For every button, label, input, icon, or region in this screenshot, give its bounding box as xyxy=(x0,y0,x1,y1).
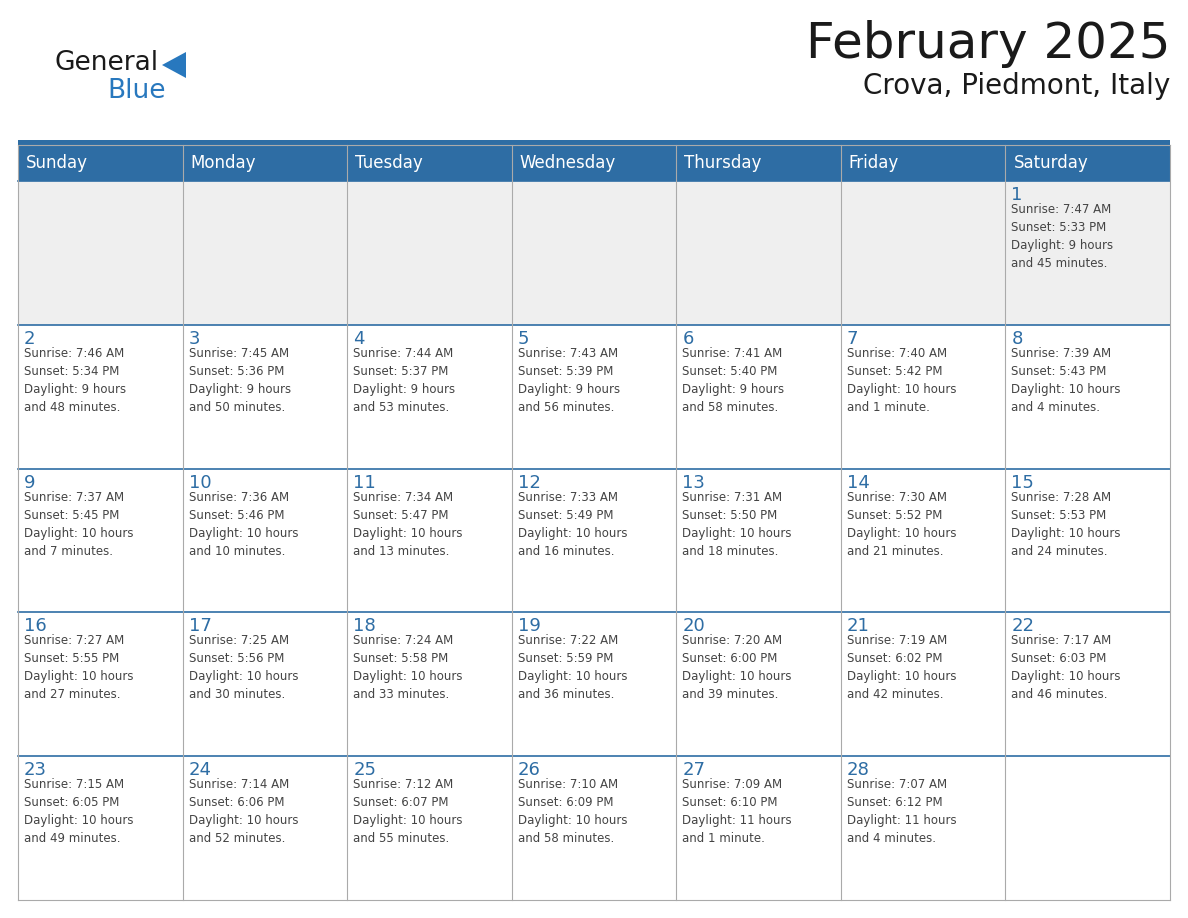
Text: 4: 4 xyxy=(353,330,365,348)
Text: Sunrise: 7:20 AM
Sunset: 6:00 PM
Daylight: 10 hours
and 39 minutes.: Sunrise: 7:20 AM Sunset: 6:00 PM Dayligh… xyxy=(682,634,791,701)
Bar xyxy=(512,181,676,325)
Text: Thursday: Thursday xyxy=(684,154,762,172)
Text: Sunrise: 7:09 AM
Sunset: 6:10 PM
Daylight: 11 hours
and 1 minute.: Sunrise: 7:09 AM Sunset: 6:10 PM Dayligh… xyxy=(682,778,792,845)
Text: 11: 11 xyxy=(353,474,375,492)
Text: Sunrise: 7:33 AM
Sunset: 5:49 PM
Daylight: 10 hours
and 16 minutes.: Sunrise: 7:33 AM Sunset: 5:49 PM Dayligh… xyxy=(518,490,627,557)
Text: Sunrise: 7:41 AM
Sunset: 5:40 PM
Daylight: 9 hours
and 58 minutes.: Sunrise: 7:41 AM Sunset: 5:40 PM Dayligh… xyxy=(682,347,784,414)
Bar xyxy=(347,181,512,325)
Bar xyxy=(18,612,1170,756)
Text: 16: 16 xyxy=(24,618,46,635)
Text: 5: 5 xyxy=(518,330,529,348)
Bar xyxy=(841,181,1005,325)
Text: 2: 2 xyxy=(24,330,36,348)
Text: Sunrise: 7:15 AM
Sunset: 6:05 PM
Daylight: 10 hours
and 49 minutes.: Sunrise: 7:15 AM Sunset: 6:05 PM Dayligh… xyxy=(24,778,133,845)
Text: Sunrise: 7:30 AM
Sunset: 5:52 PM
Daylight: 10 hours
and 21 minutes.: Sunrise: 7:30 AM Sunset: 5:52 PM Dayligh… xyxy=(847,490,956,557)
Bar xyxy=(1005,181,1170,325)
Text: Sunrise: 7:25 AM
Sunset: 5:56 PM
Daylight: 10 hours
and 30 minutes.: Sunrise: 7:25 AM Sunset: 5:56 PM Dayligh… xyxy=(189,634,298,701)
Text: 10: 10 xyxy=(189,474,211,492)
Text: 14: 14 xyxy=(847,474,870,492)
Text: Sunrise: 7:27 AM
Sunset: 5:55 PM
Daylight: 10 hours
and 27 minutes.: Sunrise: 7:27 AM Sunset: 5:55 PM Dayligh… xyxy=(24,634,133,701)
Text: Sunrise: 7:22 AM
Sunset: 5:59 PM
Daylight: 10 hours
and 36 minutes.: Sunrise: 7:22 AM Sunset: 5:59 PM Dayligh… xyxy=(518,634,627,701)
Text: 27: 27 xyxy=(682,761,706,779)
Text: Sunrise: 7:44 AM
Sunset: 5:37 PM
Daylight: 9 hours
and 53 minutes.: Sunrise: 7:44 AM Sunset: 5:37 PM Dayligh… xyxy=(353,347,455,414)
Text: 7: 7 xyxy=(847,330,859,348)
Text: Sunrise: 7:24 AM
Sunset: 5:58 PM
Daylight: 10 hours
and 33 minutes.: Sunrise: 7:24 AM Sunset: 5:58 PM Dayligh… xyxy=(353,634,462,701)
Text: Sunrise: 7:47 AM
Sunset: 5:33 PM
Daylight: 9 hours
and 45 minutes.: Sunrise: 7:47 AM Sunset: 5:33 PM Dayligh… xyxy=(1011,203,1113,270)
Bar xyxy=(18,468,1170,612)
Text: Sunrise: 7:19 AM
Sunset: 6:02 PM
Daylight: 10 hours
and 42 minutes.: Sunrise: 7:19 AM Sunset: 6:02 PM Dayligh… xyxy=(847,634,956,701)
Text: General: General xyxy=(55,50,159,76)
Bar xyxy=(18,325,1170,468)
Text: 17: 17 xyxy=(189,618,211,635)
Text: Sunrise: 7:10 AM
Sunset: 6:09 PM
Daylight: 10 hours
and 58 minutes.: Sunrise: 7:10 AM Sunset: 6:09 PM Dayligh… xyxy=(518,778,627,845)
Text: Tuesday: Tuesday xyxy=(355,154,423,172)
Text: Blue: Blue xyxy=(107,78,165,104)
Text: Sunrise: 7:34 AM
Sunset: 5:47 PM
Daylight: 10 hours
and 13 minutes.: Sunrise: 7:34 AM Sunset: 5:47 PM Dayligh… xyxy=(353,490,462,557)
Text: 1: 1 xyxy=(1011,186,1023,204)
Text: 6: 6 xyxy=(682,330,694,348)
Text: Sunrise: 7:07 AM
Sunset: 6:12 PM
Daylight: 11 hours
and 4 minutes.: Sunrise: 7:07 AM Sunset: 6:12 PM Dayligh… xyxy=(847,778,956,845)
Bar xyxy=(18,181,1170,325)
Text: Sunrise: 7:40 AM
Sunset: 5:42 PM
Daylight: 10 hours
and 1 minute.: Sunrise: 7:40 AM Sunset: 5:42 PM Dayligh… xyxy=(847,347,956,414)
Text: Friday: Friday xyxy=(849,154,899,172)
Text: 24: 24 xyxy=(189,761,211,779)
Text: February 2025: February 2025 xyxy=(805,20,1170,68)
Text: Sunrise: 7:46 AM
Sunset: 5:34 PM
Daylight: 9 hours
and 48 minutes.: Sunrise: 7:46 AM Sunset: 5:34 PM Dayligh… xyxy=(24,347,126,414)
Text: 12: 12 xyxy=(518,474,541,492)
Text: 22: 22 xyxy=(1011,618,1035,635)
Text: 8: 8 xyxy=(1011,330,1023,348)
Text: Sunrise: 7:36 AM
Sunset: 5:46 PM
Daylight: 10 hours
and 10 minutes.: Sunrise: 7:36 AM Sunset: 5:46 PM Dayligh… xyxy=(189,490,298,557)
Text: 9: 9 xyxy=(24,474,36,492)
Text: Sunrise: 7:14 AM
Sunset: 6:06 PM
Daylight: 10 hours
and 52 minutes.: Sunrise: 7:14 AM Sunset: 6:06 PM Dayligh… xyxy=(189,778,298,845)
Text: 19: 19 xyxy=(518,618,541,635)
Text: Saturday: Saturday xyxy=(1013,154,1088,172)
Text: Wednesday: Wednesday xyxy=(519,154,615,172)
Text: 15: 15 xyxy=(1011,474,1035,492)
Bar xyxy=(18,140,1170,146)
Text: 23: 23 xyxy=(24,761,48,779)
Text: Sunrise: 7:12 AM
Sunset: 6:07 PM
Daylight: 10 hours
and 55 minutes.: Sunrise: 7:12 AM Sunset: 6:07 PM Dayligh… xyxy=(353,778,462,845)
Text: 20: 20 xyxy=(682,618,704,635)
Text: Sunrise: 7:17 AM
Sunset: 6:03 PM
Daylight: 10 hours
and 46 minutes.: Sunrise: 7:17 AM Sunset: 6:03 PM Dayligh… xyxy=(1011,634,1121,701)
Text: Sunrise: 7:37 AM
Sunset: 5:45 PM
Daylight: 10 hours
and 7 minutes.: Sunrise: 7:37 AM Sunset: 5:45 PM Dayligh… xyxy=(24,490,133,557)
Text: Crova, Piedmont, Italy: Crova, Piedmont, Italy xyxy=(862,72,1170,100)
Text: 28: 28 xyxy=(847,761,870,779)
Bar xyxy=(183,181,347,325)
Text: Sunday: Sunday xyxy=(26,154,88,172)
Bar xyxy=(18,756,1170,900)
Bar xyxy=(18,181,183,325)
Text: Sunrise: 7:39 AM
Sunset: 5:43 PM
Daylight: 10 hours
and 4 minutes.: Sunrise: 7:39 AM Sunset: 5:43 PM Dayligh… xyxy=(1011,347,1121,414)
Text: 21: 21 xyxy=(847,618,870,635)
Text: 13: 13 xyxy=(682,474,706,492)
Text: Sunrise: 7:43 AM
Sunset: 5:39 PM
Daylight: 9 hours
and 56 minutes.: Sunrise: 7:43 AM Sunset: 5:39 PM Dayligh… xyxy=(518,347,620,414)
Text: 3: 3 xyxy=(189,330,200,348)
Text: 25: 25 xyxy=(353,761,377,779)
Bar xyxy=(676,181,841,325)
Text: Sunrise: 7:45 AM
Sunset: 5:36 PM
Daylight: 9 hours
and 50 minutes.: Sunrise: 7:45 AM Sunset: 5:36 PM Dayligh… xyxy=(189,347,291,414)
Text: 26: 26 xyxy=(518,761,541,779)
Polygon shape xyxy=(162,52,187,78)
Text: 18: 18 xyxy=(353,618,375,635)
Text: Sunrise: 7:31 AM
Sunset: 5:50 PM
Daylight: 10 hours
and 18 minutes.: Sunrise: 7:31 AM Sunset: 5:50 PM Dayligh… xyxy=(682,490,791,557)
Bar xyxy=(18,145,1170,181)
Text: Monday: Monday xyxy=(190,154,257,172)
Text: Sunrise: 7:28 AM
Sunset: 5:53 PM
Daylight: 10 hours
and 24 minutes.: Sunrise: 7:28 AM Sunset: 5:53 PM Dayligh… xyxy=(1011,490,1121,557)
